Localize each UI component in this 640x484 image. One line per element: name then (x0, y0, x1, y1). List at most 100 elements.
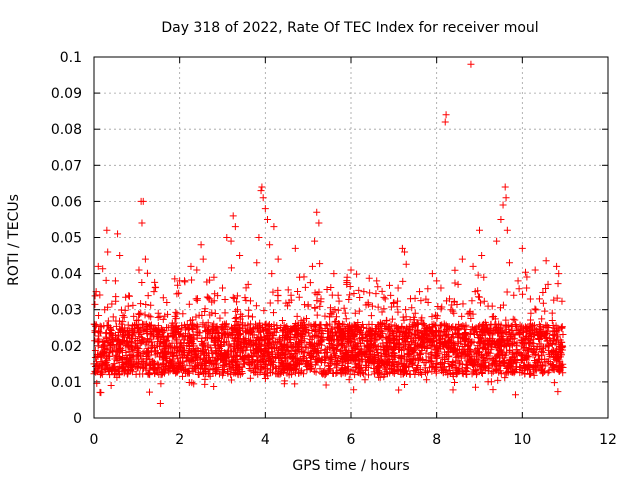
roti-point (213, 354, 221, 362)
roti-point (248, 359, 256, 367)
roti-point (291, 244, 299, 252)
roti-point (448, 331, 456, 339)
roti-point (379, 330, 387, 338)
roti-point (260, 307, 268, 315)
roti-point (339, 339, 347, 347)
roti-point (198, 334, 206, 342)
roti-point (505, 259, 513, 267)
roti-point (317, 357, 325, 365)
roti-point (179, 332, 187, 340)
roti-point (342, 355, 350, 363)
roti-point (223, 234, 231, 241)
roti-point (103, 361, 111, 369)
roti-point (193, 266, 201, 274)
chart-title: Day 318 of 2022, Rate Of TEC Index for r… (161, 20, 538, 36)
roti-point (258, 352, 266, 360)
roti-point (449, 386, 457, 394)
roti-point (375, 333, 383, 341)
roti-point (107, 327, 115, 335)
roti-point (240, 335, 248, 343)
roti-point (512, 363, 520, 371)
roti-point (462, 321, 470, 329)
roti-point (381, 345, 389, 353)
roti-point (333, 368, 341, 376)
roti-point (192, 353, 200, 361)
roti-point (478, 368, 486, 376)
roti-point (175, 289, 183, 297)
roti-point (428, 270, 436, 278)
roti-point (233, 333, 241, 341)
roti-point (271, 338, 279, 346)
roti-point (319, 330, 327, 338)
roti-point (407, 334, 415, 342)
roti-point (394, 284, 402, 292)
roti-point (319, 370, 327, 378)
roti-point (538, 315, 546, 323)
roti-point (498, 337, 506, 345)
roti-point (445, 353, 453, 361)
roti-point (234, 327, 242, 335)
roti-point (321, 352, 329, 360)
roti-point (532, 326, 540, 334)
roti-point (267, 322, 275, 330)
roti-point (548, 361, 556, 369)
roti-point (467, 60, 475, 68)
roti-point (558, 297, 566, 305)
roti-point (149, 359, 157, 367)
roti-point (279, 348, 287, 356)
roti-point (401, 337, 409, 345)
y-tick-label: 0.07 (51, 158, 82, 174)
roti-point (549, 327, 557, 335)
roti-point (281, 365, 289, 373)
roti-point (338, 362, 346, 370)
roti-point (428, 349, 436, 357)
roti-point (107, 346, 115, 354)
roti-point (405, 363, 413, 371)
roti-point (428, 335, 436, 343)
roti-point (449, 323, 457, 331)
roti-point (484, 302, 492, 310)
roti-point (185, 333, 193, 341)
roti-point (242, 284, 250, 292)
x-tick-label: 2 (175, 432, 184, 448)
roti-point (548, 309, 556, 317)
roti-point (330, 344, 338, 352)
roti-point (390, 327, 398, 335)
roti-point (316, 302, 324, 310)
roti-point (464, 342, 472, 350)
roti-point (264, 334, 272, 342)
roti-point (552, 338, 560, 346)
roti-point (229, 293, 237, 301)
roti-point (325, 361, 333, 369)
roti-point (114, 332, 122, 340)
roti-point (147, 301, 155, 309)
roti-point (431, 331, 439, 339)
roti-point (277, 323, 285, 331)
roti-point (116, 252, 124, 260)
roti-point (428, 367, 436, 375)
roti-point (502, 368, 510, 376)
roti-point (176, 354, 184, 362)
roti-point (91, 347, 99, 355)
roti-point (241, 294, 249, 302)
roti-point (408, 360, 416, 368)
roti-point (177, 359, 185, 367)
roti-point (315, 219, 323, 227)
roti-point (472, 371, 480, 379)
roti-point (351, 309, 359, 317)
roti-point (266, 241, 274, 249)
roti-point (277, 359, 285, 367)
x-tick-label: 10 (513, 432, 531, 448)
roti-point (220, 349, 228, 357)
roti-point (150, 288, 158, 296)
roti-point (316, 365, 324, 373)
roti-point (524, 347, 532, 355)
roti-point (548, 349, 556, 357)
roti-point (329, 369, 337, 377)
roti-point (497, 304, 505, 312)
roti-point (167, 360, 175, 368)
roti-point (311, 289, 319, 297)
roti-point (185, 348, 193, 356)
